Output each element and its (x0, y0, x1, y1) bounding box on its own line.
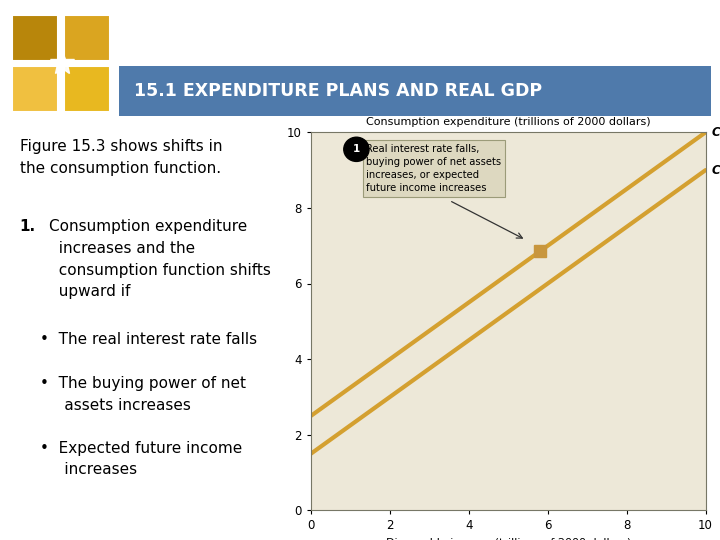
Title: Consumption expenditure (trillions of 2000 dollars): Consumption expenditure (trillions of 20… (366, 117, 651, 127)
Text: Figure 15.3 shows shifts in
the consumption function.: Figure 15.3 shows shifts in the consumpt… (19, 139, 222, 176)
X-axis label: Disposable income (trillions of 2000 dollars): Disposable income (trillions of 2000 dol… (386, 538, 631, 540)
FancyBboxPatch shape (12, 15, 58, 62)
Text: Consumption expenditure
  increases and the
  consumption function shifts
  upwa: Consumption expenditure increases and th… (49, 219, 271, 299)
Circle shape (343, 137, 369, 161)
Text: •  The buying power of net
     assets increases: • The buying power of net assets increas… (40, 376, 246, 413)
FancyBboxPatch shape (64, 15, 110, 62)
Text: CF: CF (711, 126, 720, 139)
Text: 1: 1 (353, 144, 360, 154)
FancyBboxPatch shape (64, 65, 110, 112)
Text: 1.: 1. (19, 219, 36, 234)
Text: •  The real interest rate falls: • The real interest rate falls (40, 332, 258, 347)
FancyBboxPatch shape (12, 65, 58, 112)
Text: 15.1 EXPENDITURE PLANS AND REAL GDP: 15.1 EXPENDITURE PLANS AND REAL GDP (134, 82, 541, 100)
Text: •  Expected future income
     increases: • Expected future income increases (40, 441, 243, 477)
Text: Real interest rate falls,
buying power of net assets
increases, or expected
futu: Real interest rate falls, buying power o… (366, 144, 501, 193)
Text: CF: CF (711, 164, 720, 177)
